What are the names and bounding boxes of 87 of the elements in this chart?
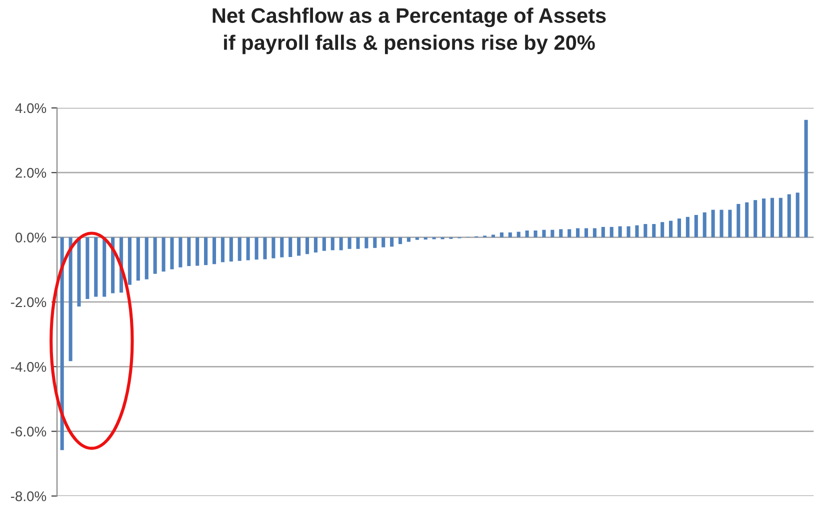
bar [288, 237, 292, 258]
bar [330, 237, 334, 250]
bar [576, 228, 580, 238]
bar [144, 237, 148, 280]
bar [305, 237, 310, 254]
bar [491, 234, 496, 238]
bar [263, 237, 267, 260]
bar [601, 226, 605, 238]
bar [229, 237, 233, 262]
bar [787, 194, 791, 238]
bar [102, 237, 106, 297]
bar [592, 228, 596, 238]
bar [77, 237, 81, 306]
bar [373, 237, 377, 248]
bar [796, 192, 800, 238]
bar [584, 228, 588, 238]
bar [516, 232, 520, 238]
bar [660, 222, 664, 238]
bar [356, 237, 360, 249]
bar [635, 225, 639, 238]
bar [212, 237, 216, 264]
bar [711, 210, 715, 238]
bar [68, 237, 72, 362]
y-tick-label: 2.0% [16, 168, 46, 178]
bar [390, 237, 394, 247]
bar [196, 237, 200, 266]
y-tick-label: -2.0% [10, 297, 46, 308]
bar [694, 214, 698, 238]
bar [534, 230, 538, 238]
bar [382, 237, 386, 248]
bar [702, 212, 706, 238]
chart-title: Net Cashflow as a Percentage of Assets if payroll falls & pensions rise by 20% [212, 8, 606, 54]
bar [398, 237, 402, 244]
bar [272, 237, 276, 258]
bar [626, 226, 630, 238]
bar [745, 202, 749, 238]
bar [754, 200, 758, 238]
bar [804, 120, 808, 238]
bar [86, 237, 90, 300]
bar [542, 230, 546, 238]
bar [348, 237, 352, 249]
bar [297, 237, 301, 256]
bar [762, 198, 766, 238]
y-tick-label: -8.0% [10, 491, 46, 502]
bar [669, 220, 673, 238]
bar [322, 237, 326, 251]
bar [339, 237, 343, 250]
bar [364, 237, 368, 248]
bar [60, 237, 64, 450]
bar [644, 224, 648, 238]
bar [136, 237, 140, 281]
bar [559, 229, 563, 238]
bar [652, 224, 656, 238]
bar [128, 237, 132, 285]
bar [170, 237, 174, 270]
bar [610, 226, 614, 238]
bar [720, 210, 724, 238]
bar [204, 237, 208, 266]
bar [677, 218, 682, 238]
bar [500, 232, 504, 238]
bar [550, 230, 554, 238]
bar [238, 237, 242, 261]
bar [94, 237, 98, 297]
bar [568, 229, 572, 238]
bar [178, 237, 182, 268]
y-tick-label: -6.0% [10, 426, 46, 437]
bar [153, 237, 157, 274]
y-tick-label: -4.0% [10, 362, 46, 372]
bar [525, 230, 529, 238]
bar [280, 237, 284, 258]
bar [162, 237, 166, 272]
bar [314, 237, 318, 252]
bar [686, 216, 690, 238]
bar [246, 237, 250, 260]
bar [770, 198, 774, 238]
bar [728, 210, 732, 238]
bar [406, 237, 410, 242]
bar [778, 198, 782, 238]
y-tick-label: 0.0% [15, 232, 46, 242]
bar [187, 237, 191, 266]
bar [736, 204, 740, 238]
bar [618, 226, 622, 238]
y-tick-label: 4.0% [15, 103, 46, 114]
bar [220, 237, 224, 262]
bar [508, 232, 512, 238]
bar [254, 237, 258, 260]
bar [415, 237, 419, 240]
